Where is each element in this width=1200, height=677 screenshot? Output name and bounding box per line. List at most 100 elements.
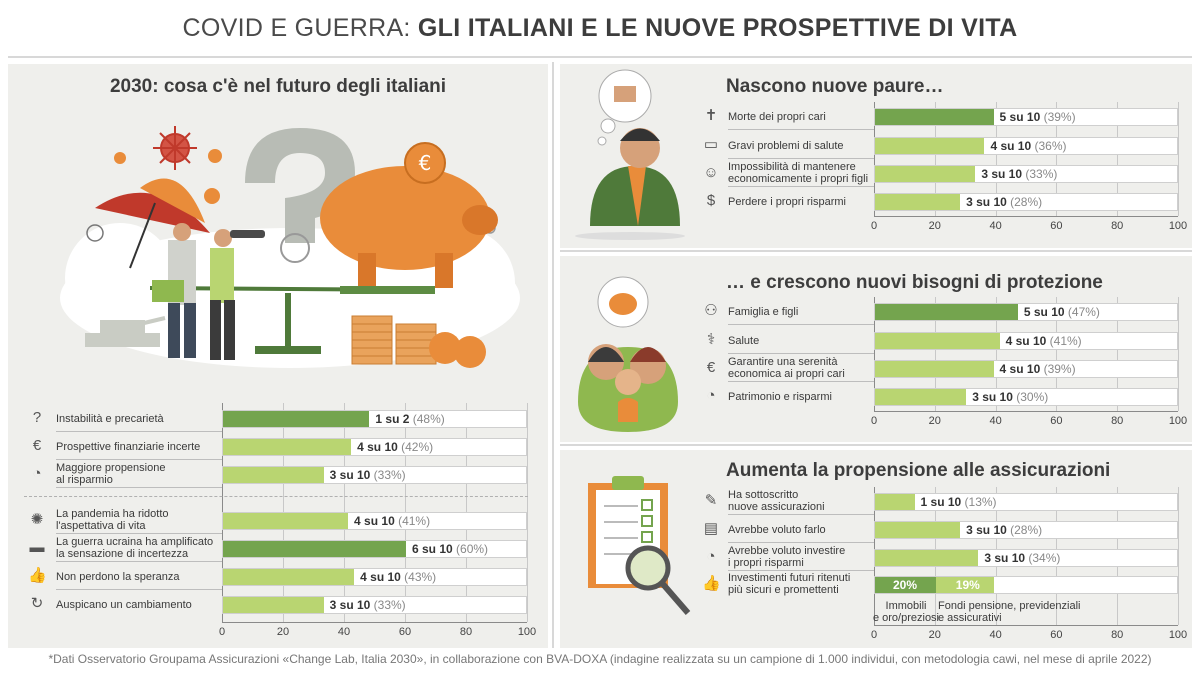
contract-icon: ✎ (704, 492, 718, 509)
panel-title-insurance: Aumenta la propensione alle assicurazion… (726, 460, 1111, 481)
bar-track: 3 su 10 (28%) (874, 521, 1178, 539)
panel-title-future: 2030: cosa c'è nel futuro degli italiani (109, 76, 447, 97)
axis-gridline (1178, 487, 1179, 625)
bar (875, 389, 967, 405)
bar-percent-label: (33%) (1025, 167, 1058, 181)
money-hand-icon: $ (706, 192, 716, 209)
axis-tick-label: 100 (517, 626, 537, 638)
x-axis-line (874, 625, 1178, 626)
bar-percent-label: (41%) (1049, 334, 1082, 348)
axis-tick-label: 20 (928, 220, 941, 232)
bar-track: 3 su 10 (33%) (222, 466, 527, 484)
axis-tick-label: 20 (928, 629, 941, 641)
bar-value-label: 3 su 10 (33%) (981, 167, 1058, 181)
axis-tick-label: 40 (989, 415, 1002, 427)
bar-track: 20% 19% (874, 576, 1178, 594)
segment-caption: Immobili e oro/preziosi (872, 600, 940, 624)
bar-percent-label: (13%) (964, 495, 997, 509)
row-separator (728, 570, 874, 571)
row-separator (56, 533, 222, 534)
bar-track: 5 su 10 (47%) (874, 303, 1178, 321)
axis-tick-label: 80 (1111, 629, 1124, 641)
tank-icon: ▬ (29, 539, 45, 556)
divider-2 (560, 444, 1192, 446)
axis-gridline (874, 102, 875, 216)
axis-tick-label: 0 (218, 626, 226, 638)
segment-label: 20% (893, 578, 918, 592)
axis-gridline (1178, 102, 1179, 216)
axis-tick-label: 100 (1168, 220, 1188, 232)
axis-tick-label: 80 (1111, 220, 1124, 232)
panel-title-fears: Nascono nuove paure… (726, 76, 944, 97)
row-label: Famiglia e figli (728, 306, 799, 318)
axis-tick-label: 0 (870, 220, 878, 232)
axis-tick-label: 60 (1050, 220, 1063, 232)
bar-track: 1 su 10 (13%) (874, 493, 1178, 511)
stethoscope-icon: ⚕ (706, 331, 716, 348)
bar-track: 3 su 10 (28%) (874, 193, 1178, 211)
bar (223, 569, 355, 585)
axis-tick-label: 60 (398, 626, 412, 638)
bar (223, 597, 324, 613)
row-separator (56, 459, 222, 460)
bar-value-label: 3 su 10 (33%) (329, 598, 406, 612)
euro-coin-icon: € (32, 437, 42, 454)
bar-value-label: 5 su 10 (47%) (1023, 305, 1100, 319)
piggy-bank-icon: ◔ (32, 465, 42, 482)
bar-value-label: 4 su 10 (41%) (1005, 334, 1082, 348)
axis-tick-label: 100 (1168, 629, 1188, 641)
bar-segment (875, 577, 936, 593)
row-separator (728, 324, 874, 325)
bar (223, 411, 370, 427)
bar (875, 361, 994, 377)
axis-tick-label: 40 (989, 629, 1002, 641)
x-axis-line (222, 622, 527, 623)
axis-tick-label: 40 (989, 220, 1002, 232)
row-label: La guerra ucraina ha amplificato la sensa… (56, 536, 214, 560)
x-axis-line (874, 411, 1178, 412)
worried-man-illustration (575, 69, 685, 240)
row-label: Morte dei propri cari (728, 111, 826, 123)
row-label: Auspicano un cambiamento (56, 599, 192, 611)
bar-track: 1 su 2 (48%) (222, 410, 527, 428)
bar-value-label: 3 su 10 (30%) (972, 390, 1049, 404)
vertical-divider (552, 62, 554, 648)
bar-segment (935, 577, 994, 593)
row-label: Garantire una serenità economica ai propr… (728, 356, 845, 380)
row-separator (728, 158, 874, 159)
bar-percent-label: (47%) (1067, 305, 1100, 319)
row-label: Non perdono la speranza (56, 571, 180, 583)
svg-text:€: € (419, 151, 432, 175)
row-label: La pandemia ha ridotto l'aspettativa di v… (56, 508, 169, 532)
bar-percent-label: (60%) (456, 542, 489, 556)
bar-value-label: 4 su 10 (43%) (360, 570, 437, 584)
row-separator (56, 589, 222, 590)
bar-track: 4 su 10 (43%) (222, 568, 527, 586)
segment-caption: Fondi pensione, previdenziali e assicurat… (938, 600, 1081, 624)
axis-tick-label: 0 (870, 629, 878, 641)
bar (223, 439, 352, 455)
row-separator (728, 542, 874, 543)
axis-gridline (1117, 297, 1119, 411)
bar-percent-label: (41%) (398, 514, 431, 528)
bar-percent-label: (34%) (1028, 551, 1061, 565)
row-label: Gravi problemi di salute (728, 140, 844, 152)
axis-gridline (1056, 297, 1058, 411)
axis-tick-label: 20 (276, 626, 290, 638)
row-label: Prospettive finanziarie incerte (56, 441, 201, 453)
bar-value-label: 1 su 10 (13%) (920, 495, 997, 509)
bar-track: 5 su 10 (39%) (874, 108, 1178, 126)
bar-percent-label: (48%) (412, 412, 445, 426)
baby-icon: ☺ (703, 164, 719, 181)
bar-track: 6 su 10 (60%) (222, 540, 527, 558)
x-axis-line (874, 216, 1178, 217)
euro-hand-icon: € (706, 359, 716, 376)
axis-tick-label: 60 (1050, 629, 1063, 641)
bar-percent-label: (30%) (1016, 390, 1049, 404)
row-label: Investimenti futuri ritenuti più sicuri e… (728, 572, 851, 596)
row-label: Impossibilità di mantenere economicamente… (728, 161, 869, 185)
cross-icon: ✝ (704, 107, 718, 124)
bar (223, 467, 324, 483)
bar (875, 166, 976, 182)
row-separator (728, 129, 874, 130)
